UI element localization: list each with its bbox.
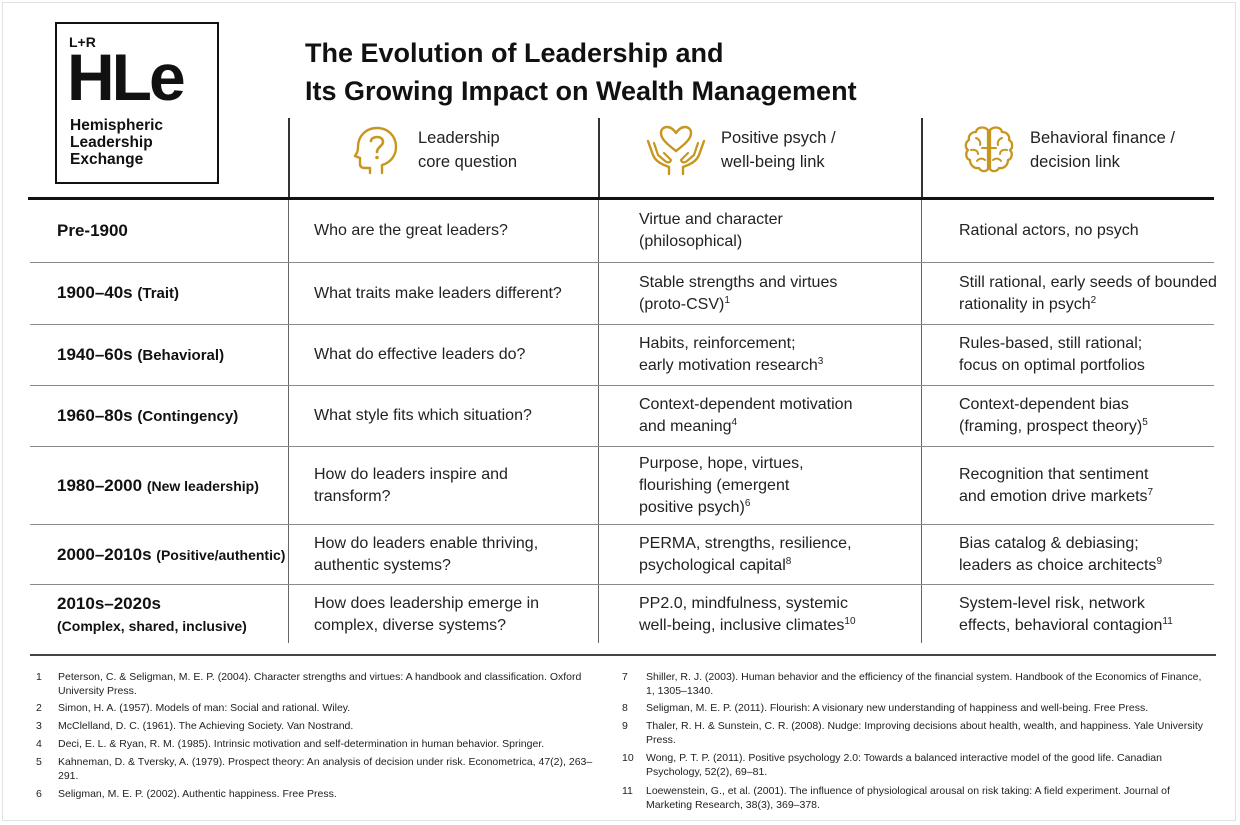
column-divider	[288, 200, 289, 643]
logo-lr: L+R	[69, 34, 96, 50]
row-finance: Still rational, early seeds of bounded ra…	[959, 273, 1217, 313]
logo-org-line: Exchange	[70, 151, 144, 168]
row-period: 2010s–2020s (Complex, shared, inclusive)	[57, 594, 247, 634]
row-psych: Context-dependent motivation and meaning4	[639, 396, 853, 435]
logo-mark: HLe	[67, 40, 186, 114]
row-period: 1900–40s (Trait)	[57, 283, 180, 302]
row-psych: Purpose, hope, virtues, flourishing (emer…	[639, 454, 804, 516]
row-divider	[30, 385, 1214, 386]
logo-org-line: Leadership	[70, 134, 153, 151]
footnote-rule	[30, 654, 1216, 656]
column-divider	[598, 118, 600, 198]
logo-org-name: Hemispheric Leadership Exchange	[70, 117, 163, 168]
row-question: How does leadership emerge in complex, di…	[314, 595, 540, 634]
column-header-label: Positive psych / well-being link	[721, 129, 836, 171]
title-line: Its Growing Impact on Wealth Management	[305, 76, 857, 106]
brain-icon	[964, 126, 1014, 173]
column-header-leadership: Leadership core question	[352, 122, 517, 178]
row-divider	[30, 524, 1214, 525]
row-period: 1960–80s (Contingency)	[57, 405, 239, 425]
row-question: What traits make leaders different?	[314, 284, 562, 302]
row-divider	[30, 584, 1214, 585]
row-divider	[30, 324, 1214, 325]
header-rule	[28, 197, 1214, 200]
row-divider	[30, 446, 1214, 447]
row-period: 1980–2000 (New leadership)	[57, 475, 259, 495]
row-finance: System-level risk, network effects, behav…	[959, 595, 1173, 634]
column-header-label: Behavioral finance / decision link	[1030, 129, 1175, 171]
title-line: The Evolution of Leadership and	[305, 38, 724, 68]
row-question: What do effective leaders do?	[314, 346, 526, 363]
column-divider	[598, 200, 599, 643]
column-header-behavioral-finance: Behavioral finance / decision link	[962, 122, 1175, 178]
row-question: How do leaders enable thriving, authentic…	[314, 534, 539, 574]
row-finance: Context-dependent bias (framing, prospect…	[959, 396, 1148, 435]
row-period: Pre-1900	[57, 221, 128, 240]
column-divider	[288, 118, 290, 198]
question-head-icon	[353, 126, 398, 175]
hle-logo: L+R HLe Hemispheric Leadership Exchange	[55, 22, 219, 184]
row-finance: Rules-based, still rational; focus on opt…	[959, 335, 1145, 374]
row-psych: PERMA, strengths, resilience, psychologic…	[639, 534, 852, 574]
heart-hands-icon	[646, 125, 706, 176]
row-psych: Habits, reinforcement; early motivation r…	[639, 335, 824, 374]
row-question: What style fits which situation?	[314, 407, 532, 424]
column-divider	[921, 200, 922, 643]
row-period: 2000–2010s (Positive/authentic)	[57, 544, 286, 564]
row-finance: Bias catalog & debiasing; leaders as choi…	[959, 534, 1162, 574]
logo-org-line: Hemispheric	[70, 117, 164, 134]
column-header-label: Leadership core question	[418, 129, 518, 171]
row-psych: Virtue and character (philosophical)	[639, 211, 783, 250]
row-finance: Recognition that sentiment and emotion dr…	[959, 465, 1154, 505]
page-title: The Evolution of Leadership and Its Grow…	[305, 34, 857, 110]
row-divider	[30, 262, 1214, 263]
row-question: How do leaders inspire and transform?	[314, 465, 508, 505]
column-divider	[921, 118, 923, 198]
row-question: Who are the great leaders?	[314, 222, 508, 239]
row-psych: Stable strengths and virtues (proto-CSV)1	[639, 273, 838, 313]
column-header-positive-psych: Positive psych / well-being link	[645, 122, 836, 178]
row-finance: Rational actors, no psych	[959, 222, 1139, 239]
row-period: 1940–60s (Behavioral)	[57, 344, 225, 364]
row-psych: PP2.0, mindfulness, systemic well-being, …	[639, 595, 856, 634]
